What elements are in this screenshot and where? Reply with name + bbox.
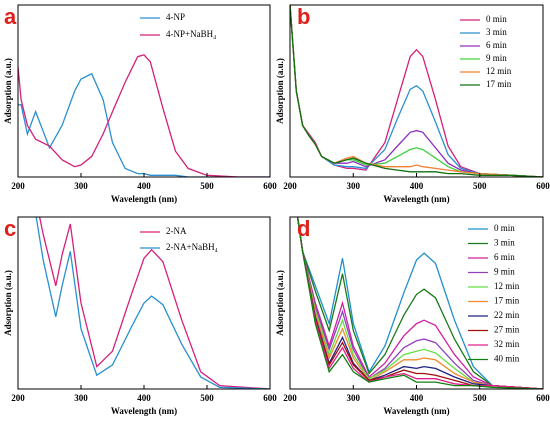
x-tick-label: 400 xyxy=(137,181,151,191)
legend-label: 3 min xyxy=(494,238,515,248)
x-tick-label: 200 xyxy=(283,393,297,403)
x-tick-label: 500 xyxy=(473,393,487,403)
legend-label: 0 min xyxy=(486,14,507,24)
legend-label: 0 min xyxy=(494,223,515,233)
legend-label: 9 min xyxy=(486,53,507,63)
x-tick-label: 300 xyxy=(347,393,361,403)
panel-label: b xyxy=(297,4,310,29)
legend-label: 2-NA xyxy=(166,226,187,236)
panel-label: c xyxy=(4,216,16,241)
legend-label: 4-NP+NaBH₄ xyxy=(166,29,216,39)
legend-label: 6 min xyxy=(494,252,515,262)
legend-label: 12 min xyxy=(494,281,520,291)
x-axis-title: Wavelength (nm) xyxy=(383,406,449,416)
x-axis-title: Wavelength (nm) xyxy=(111,406,177,416)
legend-label: 27 min xyxy=(494,325,520,335)
x-tick-label: 200 xyxy=(11,181,25,191)
x-tick-label: 500 xyxy=(200,181,214,191)
x-axis-title: Wavelength (nm) xyxy=(383,194,449,204)
x-tick-label: 200 xyxy=(11,393,25,403)
spectrum-line xyxy=(18,72,270,177)
x-axis-title: Wavelength (nm) xyxy=(111,194,177,204)
x-tick-label: 300 xyxy=(74,181,88,191)
x-tick-label: 200 xyxy=(283,181,297,191)
legend-label: 2-NA+NaBH₄ xyxy=(166,242,218,252)
panel-label: d xyxy=(297,216,310,241)
legend-label: 3 min xyxy=(486,27,507,37)
spectrum-line xyxy=(296,217,543,389)
x-tick-label: 300 xyxy=(74,393,88,403)
panel-label: a xyxy=(4,4,17,29)
x-tick-label: 600 xyxy=(263,181,277,191)
spectrum-line xyxy=(296,217,543,389)
legend-label: 22 min xyxy=(494,310,520,320)
legend-label: 40 min xyxy=(494,354,520,364)
x-tick-label: 500 xyxy=(473,181,487,191)
spectrum-line xyxy=(18,54,270,177)
spectrum-line xyxy=(296,217,543,389)
x-tick-label: 600 xyxy=(263,393,277,403)
x-tick-label: 400 xyxy=(137,393,151,403)
x-tick-label: 600 xyxy=(536,181,550,191)
spectrum-line xyxy=(296,217,543,389)
y-axis-title: Adsorption (a.u.) xyxy=(275,270,285,336)
spectrum-line xyxy=(296,217,543,389)
spectrum-line xyxy=(35,217,270,389)
legend-label: 4-NP xyxy=(166,12,185,22)
spectrum-line xyxy=(38,217,270,389)
x-tick-label: 300 xyxy=(347,181,361,191)
legend-label: 6 min xyxy=(486,40,507,50)
spectrum-line xyxy=(296,217,543,389)
spectrum-line xyxy=(296,217,543,389)
legend-label: 32 min xyxy=(494,339,520,349)
spectrum-line xyxy=(296,217,543,389)
legend-label: 17 min xyxy=(494,296,520,306)
spectrum-line xyxy=(290,5,543,177)
spectrum-line xyxy=(296,217,543,389)
legend-label: 17 min xyxy=(486,79,512,89)
y-axis-title: Adsorption (a.u.) xyxy=(275,58,285,124)
x-tick-label: 600 xyxy=(536,393,550,403)
spectrum-line xyxy=(290,5,543,177)
x-tick-label: 400 xyxy=(410,181,424,191)
plot-frame xyxy=(17,4,271,178)
y-axis-title: Adsorption (a.u.) xyxy=(3,58,13,124)
y-axis-title: Adsorption (a.u.) xyxy=(3,270,13,336)
legend-label: 12 min xyxy=(486,66,512,76)
legend-label: 9 min xyxy=(494,267,515,277)
x-tick-label: 400 xyxy=(410,393,424,403)
x-tick-label: 500 xyxy=(200,393,214,403)
